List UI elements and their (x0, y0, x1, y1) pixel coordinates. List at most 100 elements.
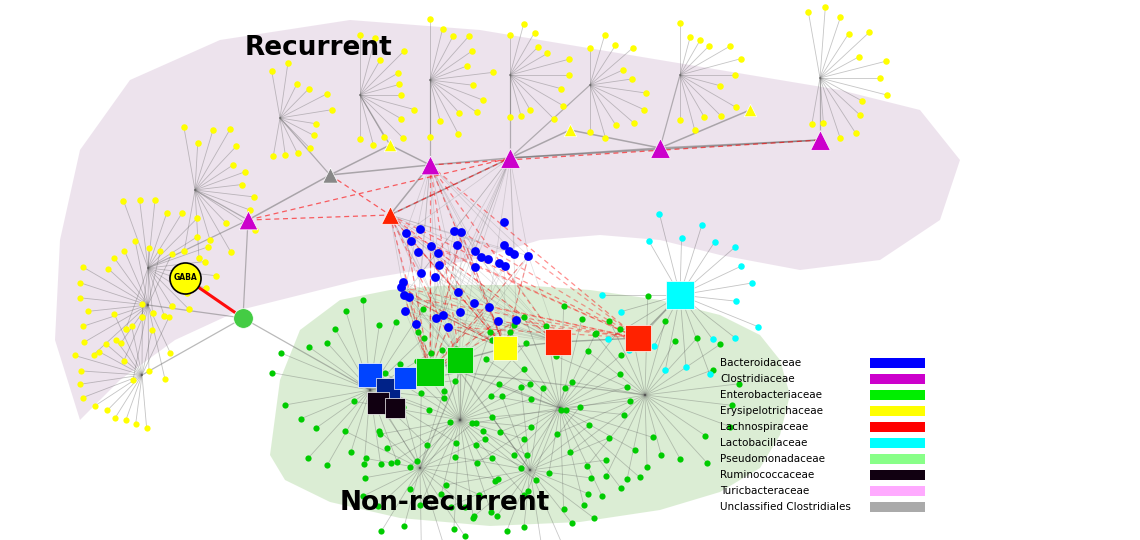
Point (685, 126, 703, 134)
Point (585, 514, 603, 522)
Point (691, 36, 709, 45)
Point (188, 214, 206, 222)
Point (180, 305, 198, 314)
Point (409, 327, 428, 336)
Point (225, 160, 243, 169)
Point (391, 360, 409, 369)
Point (98, 406, 116, 415)
Point (561, 126, 579, 134)
Point (507, 316, 526, 325)
Point (640, 237, 658, 245)
Point (618, 382, 636, 391)
Point (572, 315, 591, 323)
Point (491, 428, 510, 436)
Point (262, 368, 280, 377)
Point (732, 54, 750, 63)
Text: GABA: GABA (173, 273, 197, 282)
Point (74, 263, 92, 272)
Point (430, 260, 448, 269)
Point (479, 255, 497, 264)
Point (831, 134, 849, 143)
Point (114, 196, 132, 205)
Point (174, 123, 193, 131)
Point (376, 407, 394, 415)
Text: Clostridiaceae: Clostridiaceae (720, 374, 795, 384)
FancyBboxPatch shape (870, 486, 925, 496)
Point (161, 348, 179, 357)
Point (432, 490, 450, 498)
Point (368, 502, 386, 511)
Point (394, 522, 413, 531)
Point (556, 406, 575, 414)
Point (351, 135, 369, 144)
Point (86, 402, 104, 410)
Point (406, 105, 424, 114)
Point (307, 424, 325, 433)
Point (301, 144, 319, 152)
Point (382, 459, 400, 468)
Point (587, 328, 605, 337)
Point (71, 293, 89, 302)
Point (481, 327, 499, 336)
Point (127, 420, 145, 429)
Point (399, 293, 417, 301)
Point (814, 119, 832, 127)
Point (152, 247, 170, 256)
Point (465, 247, 483, 255)
Point (554, 301, 572, 310)
Point (463, 419, 481, 428)
Point (620, 396, 638, 405)
Point (437, 481, 455, 489)
Point (221, 125, 239, 133)
Text: Enterobacteriaceae: Enterobacteriaceae (720, 390, 822, 400)
Point (124, 376, 142, 384)
Point (465, 262, 483, 271)
Point (241, 206, 259, 214)
Point (853, 97, 871, 105)
Point (446, 376, 464, 385)
Point (464, 81, 482, 90)
Point (624, 44, 642, 52)
Point (482, 508, 500, 517)
Point (500, 112, 519, 121)
Point (365, 140, 383, 149)
FancyBboxPatch shape (870, 470, 925, 480)
Point (695, 113, 714, 122)
Point (276, 401, 294, 409)
Point (441, 502, 459, 511)
Point (512, 463, 530, 472)
Point (650, 210, 668, 218)
Point (630, 473, 649, 482)
Point (421, 132, 439, 141)
Point (586, 329, 604, 338)
Point (72, 367, 90, 375)
Point (353, 296, 372, 305)
Point (106, 335, 124, 344)
Point (394, 46, 413, 55)
Point (803, 120, 821, 129)
Point (351, 31, 369, 39)
Point (612, 484, 630, 492)
Point (657, 366, 675, 374)
Point (606, 41, 625, 50)
Point (470, 490, 488, 499)
Point (197, 284, 215, 293)
Point (426, 272, 445, 281)
Point (157, 209, 176, 218)
Point (318, 339, 336, 347)
Point (188, 139, 206, 148)
Point (711, 112, 730, 120)
Point (386, 318, 405, 326)
PathPatch shape (55, 20, 960, 420)
Point (234, 314, 252, 322)
Point (233, 180, 251, 189)
Point (831, 13, 849, 22)
Point (304, 131, 323, 140)
Point (381, 211, 399, 219)
Point (483, 413, 502, 422)
Point (393, 133, 412, 142)
Point (381, 141, 399, 150)
Text: Lactobacillaceae: Lactobacillaceae (720, 438, 807, 448)
Point (498, 526, 516, 535)
Point (505, 450, 523, 459)
